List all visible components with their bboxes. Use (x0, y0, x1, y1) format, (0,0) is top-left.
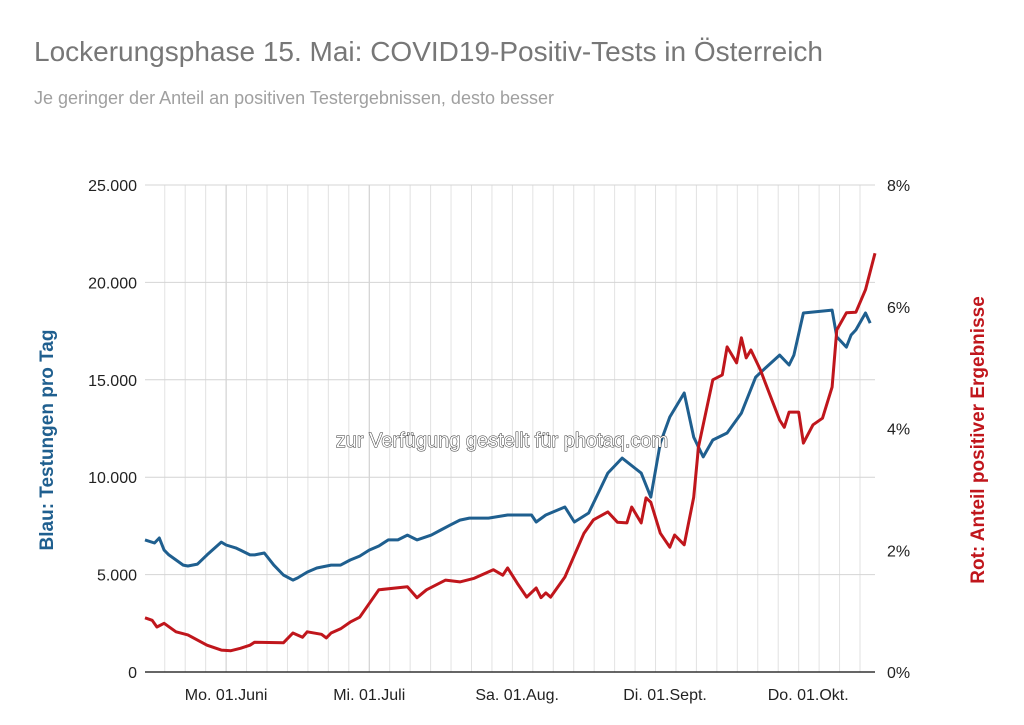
y-tick-label: 25.000 (88, 178, 137, 195)
right-axis-label: Rot: Anteil positiver Ergebnisse (968, 296, 989, 584)
y-tick-label: 20.000 (88, 275, 137, 292)
y2-tick-label: 2% (887, 543, 910, 560)
gridlines (145, 184, 875, 673)
y2-tick-label: 0% (887, 665, 910, 682)
y2-tick-label: 8% (887, 178, 910, 195)
x-tick-label: Mo. 01.Juni (185, 687, 268, 704)
y2-tick-label: 4% (887, 422, 910, 439)
y2-tick-label: 6% (887, 300, 910, 317)
series-lines (144, 252, 877, 653)
x-tick-label: Do. 01.Okt. (768, 687, 849, 704)
y-tick-label: 5.000 (97, 568, 137, 585)
series-line-positive-rate (144, 252, 877, 653)
y-tick-label: 10.000 (88, 470, 137, 487)
chart-subtitle: Je geringer der Anteil an positiven Test… (34, 88, 554, 108)
watermark: zur Verfügung gestellt für photaq.com (336, 430, 668, 452)
x-tick-label: Sa. 01.Aug. (475, 687, 559, 704)
left-axis-label: Blau: Testungen pro Tag (37, 330, 58, 551)
axis-ticks: 0 5.000 10.000 15.000 20.000 25.000 0% 2% 4% 6% 8%… (88, 178, 910, 704)
y-tick-label: 0 (128, 665, 137, 682)
series-line-tests (144, 308, 872, 582)
y-tick-label: 15.000 (88, 373, 137, 390)
x-tick-label: Mi. 01.Juli (333, 687, 405, 704)
x-tick-label: Di. 01.Sept. (623, 687, 707, 704)
chart-title: Lockerungsphase 15. Mai: COVID19-Positiv… (34, 36, 823, 67)
